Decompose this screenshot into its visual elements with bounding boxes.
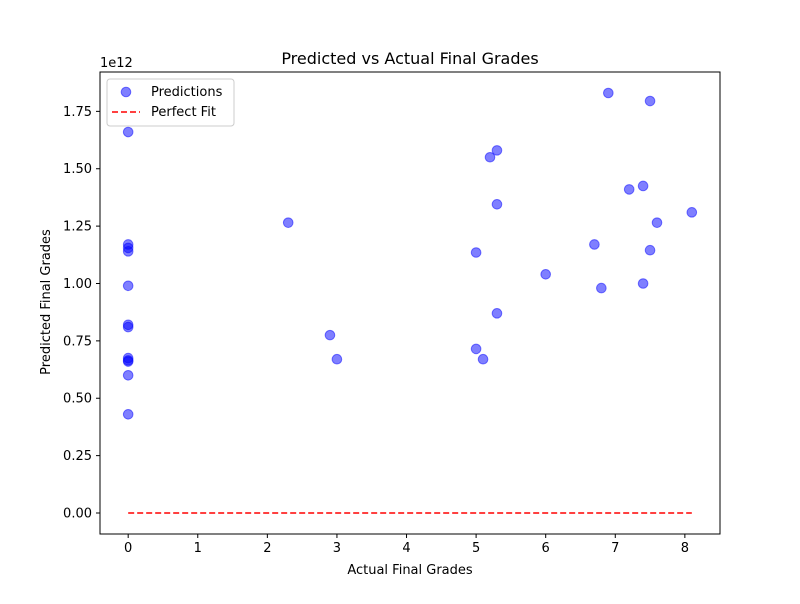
prediction-point xyxy=(686,207,698,218)
legend-box xyxy=(106,78,235,127)
prediction-point xyxy=(589,239,600,250)
plot-content xyxy=(122,87,698,514)
prediction-point xyxy=(644,244,656,256)
x-axis-label: Actual Final Grades xyxy=(347,563,473,578)
prediction-point xyxy=(540,269,551,280)
y-tick-label: 0.25 xyxy=(63,449,92,464)
prediction-point xyxy=(491,308,503,319)
y-tick-label: 1.00 xyxy=(63,277,92,292)
prediction-point xyxy=(603,87,614,99)
x-tick-label: 6 xyxy=(542,541,550,556)
prediction-point xyxy=(122,321,134,333)
prediction-point xyxy=(122,126,134,138)
plot-background xyxy=(100,72,720,534)
prediction-point xyxy=(477,353,489,365)
prediction-point xyxy=(644,95,656,107)
prediction-point xyxy=(331,353,343,365)
x-tick-label: 5 xyxy=(472,541,480,556)
prediction-point xyxy=(324,329,336,341)
prediction-point xyxy=(122,246,134,257)
prediction-point xyxy=(122,280,134,292)
legend-marker-predictions xyxy=(120,86,132,98)
prediction-point xyxy=(470,247,482,258)
prediction-point xyxy=(122,409,134,420)
y-offset-label: 1e12 xyxy=(100,56,133,71)
y-tick-label: 1.25 xyxy=(63,220,92,235)
chart-title: Predicted vs Actual Final Grades xyxy=(281,49,538,68)
x-tick-label: 4 xyxy=(402,541,410,556)
y-tick-label: 0.50 xyxy=(63,392,92,407)
axes-border xyxy=(99,71,721,535)
x-tick-label: 1 xyxy=(194,541,202,556)
prediction-point xyxy=(484,151,496,163)
legend: Predictions Perfect Fit xyxy=(106,78,235,127)
x-tick-label: 2 xyxy=(263,541,271,556)
prediction-point xyxy=(491,199,503,210)
y-tick-label: 1.50 xyxy=(63,162,92,177)
x-tick-label: 7 xyxy=(611,541,619,556)
prediction-point xyxy=(637,180,649,192)
legend-label-predictions: Predictions xyxy=(151,85,223,100)
prediction-point xyxy=(623,184,635,195)
prediction-point xyxy=(651,217,663,228)
y-tick-label: 1.75 xyxy=(63,105,92,120)
x-tick-label: 3 xyxy=(333,541,341,556)
prediction-point xyxy=(491,145,503,156)
prediction-point xyxy=(637,278,649,289)
prediction-point xyxy=(470,343,482,355)
ticks: 0 1 2 3 4 5 6 7 8 0.00 0.25 0.50 0.75 1.00 1.25 1.50 1.7… xyxy=(63,105,689,556)
plot-area xyxy=(100,72,720,534)
prediction-point xyxy=(282,217,294,228)
prediction-point xyxy=(122,356,134,367)
legend-label-perfect-fit: Perfect Fit xyxy=(151,105,216,120)
x-tick-label: 8 xyxy=(681,541,689,556)
y-tick-label: 0.75 xyxy=(63,334,92,349)
y-axis-label: Predicted Final Grades xyxy=(39,229,54,375)
y-tick-label: 0.00 xyxy=(63,507,92,522)
prediction-point xyxy=(122,369,134,381)
prediction-point xyxy=(596,282,607,294)
x-tick-label: 0 xyxy=(124,541,132,556)
axes-frame xyxy=(99,71,721,535)
